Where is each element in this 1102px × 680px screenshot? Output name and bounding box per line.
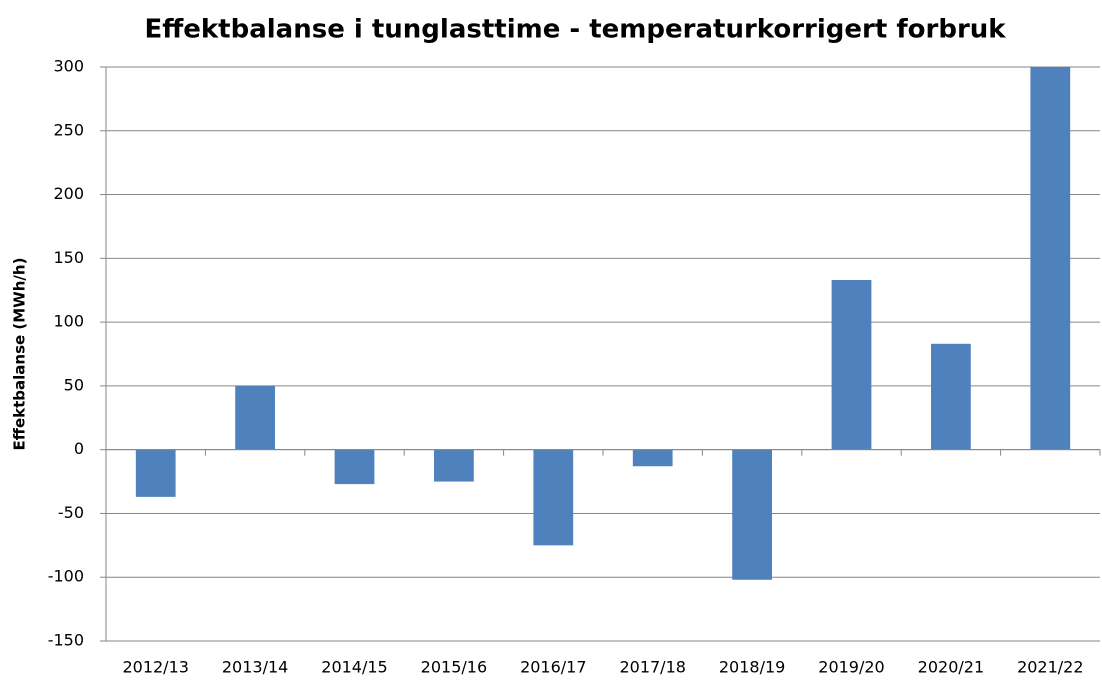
bar xyxy=(235,385,275,450)
x-tick-label: 2019/20 xyxy=(818,658,884,677)
y-axis-label: Effektbalanse (MWh/h) xyxy=(11,258,29,451)
bar xyxy=(732,449,772,580)
bar xyxy=(1030,67,1071,450)
x-tick-label: 2014/15 xyxy=(321,658,387,677)
x-tick-label: 2020/21 xyxy=(918,658,984,677)
y-tick-label: 250 xyxy=(53,120,84,139)
bar xyxy=(334,449,375,485)
x-tick-label: 2013/14 xyxy=(222,658,288,677)
y-tick-label: 150 xyxy=(53,248,84,267)
bar xyxy=(831,280,872,450)
x-tick-label: 2017/18 xyxy=(619,658,685,677)
y-tick-label: 200 xyxy=(53,184,84,203)
bar xyxy=(135,449,176,497)
y-tick-label: 0 xyxy=(74,439,84,458)
x-tick-label: 2021/22 xyxy=(1017,658,1083,677)
x-tick-label: 2015/16 xyxy=(421,658,487,677)
y-tick-label: 50 xyxy=(64,375,84,394)
bar xyxy=(533,449,574,546)
y-tick-label: -100 xyxy=(48,567,84,586)
y-tick-label: 300 xyxy=(53,57,84,76)
y-tick-label: -150 xyxy=(48,631,84,650)
x-tick-label: 2016/17 xyxy=(520,658,586,677)
x-tick-label: 2018/19 xyxy=(719,658,785,677)
bar xyxy=(434,449,474,482)
chart-title: Effektbalanse i tunglasttime - temperatu… xyxy=(144,15,1006,45)
y-tick-label: 100 xyxy=(53,312,84,331)
y-tick-label: -50 xyxy=(58,503,84,522)
bar xyxy=(632,449,673,467)
x-tick-label: 2012/13 xyxy=(122,658,188,677)
bar xyxy=(931,343,971,450)
